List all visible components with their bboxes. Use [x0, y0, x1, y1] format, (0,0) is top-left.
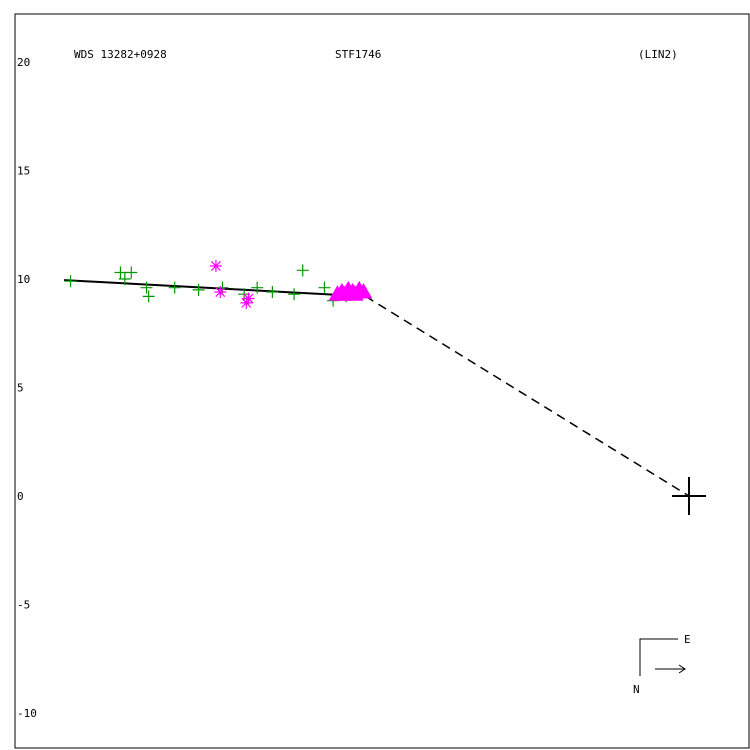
- y-tick-label: 5: [17, 382, 24, 395]
- y-tick-label: 15: [17, 165, 30, 178]
- header: WDS 13282+0928 STF1746 (LIN2): [74, 48, 678, 61]
- orientation-indicator: E N: [633, 633, 691, 696]
- y-axis-ticks: 20 15 10 5 0 -5 -10: [17, 56, 37, 720]
- y-tick-label: 20: [17, 56, 30, 69]
- asterisk-marker: [214, 286, 227, 299]
- asterisk-marker: [240, 296, 253, 309]
- plus-marker: [142, 290, 155, 303]
- orientation-axes: [639, 638, 678, 676]
- plus-marker: [251, 281, 264, 294]
- y-tick-label: 0: [17, 490, 24, 503]
- plus-marker: [64, 275, 77, 288]
- y-tick-label: -5: [17, 599, 30, 612]
- wds-id-label: WDS 13282+0928: [74, 48, 167, 61]
- discoverer-label: STF1746: [335, 48, 381, 61]
- asterisk-marker: [242, 292, 255, 305]
- projection-line: [365, 295, 690, 497]
- method-label: (LIN2): [638, 48, 678, 61]
- plus-marker: [318, 281, 331, 294]
- plot-frame: [14, 13, 750, 749]
- fit-line: [63, 279, 366, 298]
- primary-star-cross: [672, 477, 706, 515]
- plus-marker: [118, 273, 131, 285]
- asterisk-marker: [209, 259, 222, 272]
- plus-marker: [192, 283, 205, 296]
- plus-marker: [296, 264, 309, 277]
- plus-marker: [140, 281, 153, 294]
- primary-star-marker: [672, 477, 706, 515]
- fit-lines: [63, 279, 690, 497]
- plus-marker: [114, 266, 127, 279]
- y-tick-label: -10: [17, 707, 37, 720]
- plus-marker: [168, 281, 181, 294]
- plus-marker: [266, 286, 279, 299]
- plus-marker: [125, 266, 138, 279]
- east-label: E: [684, 633, 691, 646]
- plus-marker: [288, 288, 301, 301]
- y-tick-label: 10: [17, 273, 30, 286]
- motion-arrow: [655, 664, 686, 674]
- observation-marks: [64, 259, 373, 309]
- triangle-marker: [354, 283, 373, 299]
- north-label: N: [633, 683, 640, 696]
